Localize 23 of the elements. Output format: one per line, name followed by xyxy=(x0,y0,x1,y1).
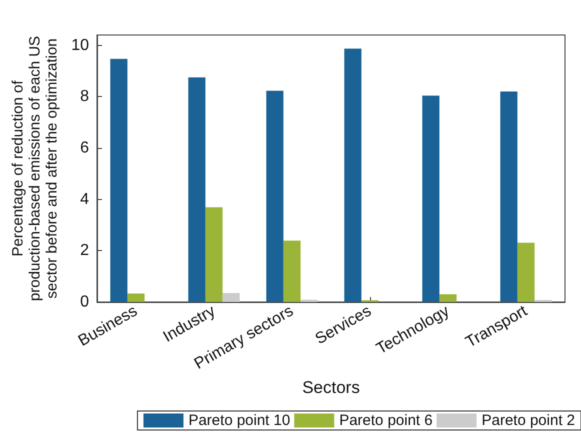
bar xyxy=(283,240,301,302)
bar xyxy=(500,91,518,302)
bar xyxy=(205,207,223,302)
y-tick-label: 2 xyxy=(80,242,90,260)
legend-label: Pareto point 2 xyxy=(482,412,576,429)
legend-label: Pareto point 10 xyxy=(188,412,290,429)
bar xyxy=(517,242,535,302)
y-axis-title: Percentage of reduction of production-based emissions of each US sector before and after the optimization xyxy=(9,36,60,302)
bar xyxy=(344,48,362,302)
y-tick-label: 0 xyxy=(80,294,90,310)
bar xyxy=(188,77,206,302)
bar xyxy=(422,96,440,302)
bar xyxy=(110,58,128,302)
bar xyxy=(222,293,240,302)
x-axis-title: Sectors xyxy=(302,378,360,397)
y-tick-label: 8 xyxy=(80,88,90,106)
bar xyxy=(439,294,457,302)
bar xyxy=(266,90,284,302)
bar xyxy=(127,294,145,302)
y-tick-label: 4 xyxy=(80,190,90,208)
legend-label: Pareto point 6 xyxy=(339,412,433,429)
y-tick-label: 6 xyxy=(80,139,90,156)
y-tick-label: 10 xyxy=(71,36,90,54)
